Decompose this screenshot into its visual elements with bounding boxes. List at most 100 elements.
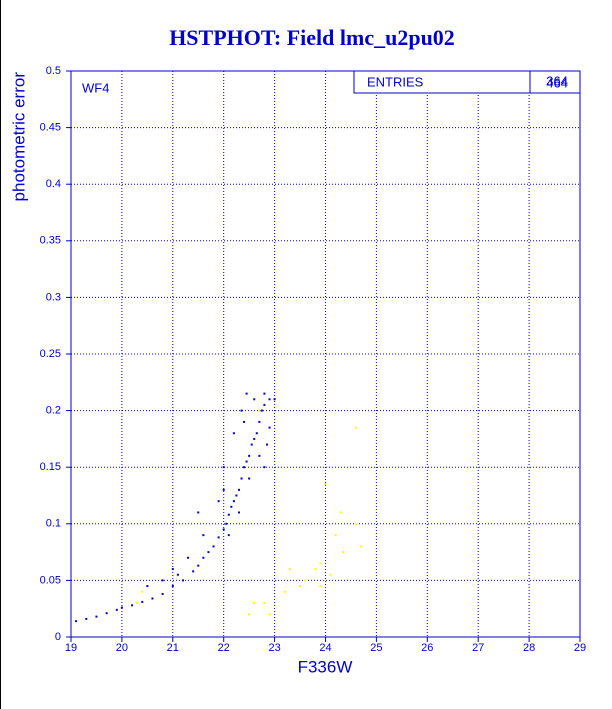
data-point xyxy=(319,562,322,565)
data-point xyxy=(222,466,225,469)
data-point xyxy=(141,600,144,603)
data-point xyxy=(217,536,220,539)
data-point xyxy=(222,488,225,491)
y-tick-label: 0.45 xyxy=(40,122,61,134)
data-point xyxy=(181,579,184,582)
data-point xyxy=(324,483,327,486)
y-tick-label: 0.35 xyxy=(40,235,61,247)
data-point xyxy=(230,505,233,508)
data-point xyxy=(263,602,266,605)
stats-value: 364 xyxy=(546,73,568,88)
data-point xyxy=(136,602,139,605)
data-point xyxy=(253,398,256,401)
data-point xyxy=(187,556,190,559)
data-point xyxy=(265,443,268,446)
x-tick-label: 21 xyxy=(167,642,179,654)
data-point xyxy=(240,477,243,480)
data-point xyxy=(263,392,266,395)
y-tick-label: 0.1 xyxy=(46,518,61,530)
data-point xyxy=(263,403,266,406)
data-point xyxy=(232,432,235,435)
data-point xyxy=(225,522,228,525)
data-point xyxy=(207,551,210,554)
data-point xyxy=(115,608,118,611)
data-point xyxy=(334,534,337,537)
data-point xyxy=(197,564,200,567)
data-point xyxy=(227,513,230,516)
data-point xyxy=(171,585,174,588)
data-point xyxy=(202,534,205,537)
data-point xyxy=(105,612,108,615)
x-tick-label: 29 xyxy=(574,642,586,654)
data-point xyxy=(131,604,134,607)
data-point xyxy=(176,573,179,576)
data-point xyxy=(255,432,258,435)
data-point xyxy=(260,409,263,412)
data-point xyxy=(202,556,205,559)
y-tick-label: 0.2 xyxy=(46,405,61,417)
x-axis-label: F336W xyxy=(298,657,353,676)
x-tick-label: 24 xyxy=(319,642,331,654)
data-point xyxy=(248,613,251,616)
data-point xyxy=(141,590,144,593)
data-point xyxy=(151,597,154,600)
x-tick-label: 20 xyxy=(116,642,128,654)
x-tick-label: 25 xyxy=(370,642,382,654)
x-tick-label: 26 xyxy=(421,642,433,654)
data-point xyxy=(299,585,302,588)
y-tick-label: 0.15 xyxy=(40,461,61,473)
data-point xyxy=(319,585,322,588)
data-point xyxy=(355,426,358,429)
data-point xyxy=(120,606,123,609)
data-point xyxy=(342,551,345,554)
x-tick-label: 28 xyxy=(523,642,535,654)
stats-value: 464 xyxy=(546,75,568,90)
data-point xyxy=(339,511,342,514)
panel-label: WF4 xyxy=(82,80,109,95)
data-point xyxy=(268,426,271,429)
data-point xyxy=(268,613,271,616)
x-tick-label: 22 xyxy=(218,642,230,654)
data-point xyxy=(253,602,256,605)
data-point xyxy=(85,617,88,620)
data-point xyxy=(146,585,149,588)
data-point xyxy=(314,568,317,571)
data-point xyxy=(263,466,266,469)
data-point xyxy=(245,392,248,395)
x-tick-label: 27 xyxy=(472,642,484,654)
data-point xyxy=(248,454,251,457)
data-point xyxy=(329,573,332,576)
stats-label: ENTRIES xyxy=(367,74,424,89)
data-point xyxy=(197,511,200,514)
data-point xyxy=(355,522,358,525)
data-point xyxy=(248,477,251,480)
data-point xyxy=(232,500,235,503)
data-point xyxy=(360,545,363,548)
y-tick-label: 0.5 xyxy=(46,65,61,77)
y-tick-label: 0.3 xyxy=(46,291,61,303)
data-point xyxy=(75,620,78,623)
data-point xyxy=(212,545,215,548)
data-point xyxy=(95,615,98,618)
y-tick-label: 0.25 xyxy=(40,348,61,360)
data-point xyxy=(304,579,307,582)
data-point xyxy=(192,570,195,573)
data-point xyxy=(288,568,291,571)
y-axis-label: photometric error xyxy=(9,72,28,202)
data-point xyxy=(161,579,164,582)
data-point xyxy=(245,460,248,463)
data-point xyxy=(250,443,253,446)
y-tick-label: 0.4 xyxy=(46,178,61,190)
stats-box xyxy=(353,70,581,94)
data-point xyxy=(240,409,243,412)
data-point xyxy=(235,494,238,497)
data-point xyxy=(237,488,240,491)
data-point xyxy=(243,420,246,423)
data-point xyxy=(217,500,220,503)
y-tick-label: 0.05 xyxy=(40,574,61,586)
data-point xyxy=(237,511,240,514)
data-point xyxy=(258,409,261,412)
x-tick-label: 19 xyxy=(65,642,77,654)
